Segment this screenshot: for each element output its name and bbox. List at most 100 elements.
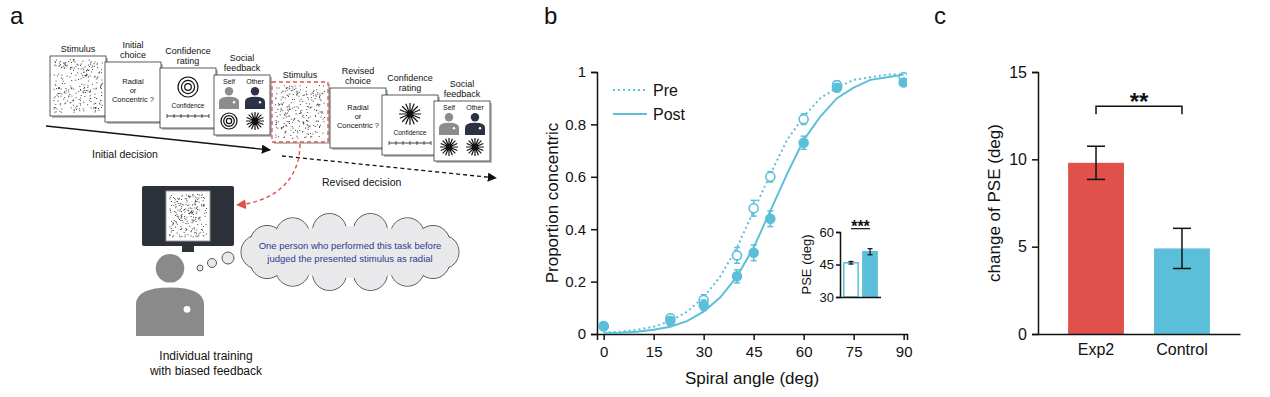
tick-label: Control xyxy=(1156,341,1208,358)
tick-mark xyxy=(1032,334,1038,336)
error-cap xyxy=(734,282,740,284)
stimulus-noise xyxy=(275,85,325,139)
data-point xyxy=(749,248,758,257)
icon-radial xyxy=(399,103,421,125)
data-point xyxy=(733,272,742,281)
plot-area xyxy=(1068,163,1210,334)
tick-label: 90 xyxy=(896,343,913,360)
error-cap xyxy=(1087,145,1105,147)
plot-area xyxy=(844,252,877,297)
data-point xyxy=(899,78,907,87)
card: SocialfeedbackSelfOther xyxy=(214,53,272,137)
card-label: Confidence xyxy=(387,73,433,83)
tick-mark xyxy=(591,177,597,179)
tick-mark xyxy=(803,334,805,340)
card-frame xyxy=(105,62,161,122)
person-badge xyxy=(479,127,481,129)
fit-line xyxy=(604,75,904,334)
panel-label: c xyxy=(934,2,946,29)
tick-label: 0 xyxy=(578,325,586,342)
card-label: Revised xyxy=(342,66,375,76)
tick-label: 15 xyxy=(1009,64,1027,81)
tick-mark xyxy=(591,124,597,126)
tick: 1 xyxy=(578,63,597,80)
data-point xyxy=(599,322,608,331)
person-body xyxy=(465,123,485,135)
tick-mark xyxy=(836,232,840,234)
scale-tick xyxy=(417,141,418,145)
error-stem xyxy=(869,249,870,255)
tick-label: 0.6 xyxy=(565,168,586,185)
card-label: rating xyxy=(399,83,422,93)
data-point xyxy=(599,322,608,331)
inset: 304560PSE (deg)*** xyxy=(799,218,881,305)
card: ConfidenceratingConfidence xyxy=(382,73,440,157)
error-cap xyxy=(767,210,773,212)
axis-line xyxy=(1039,334,1241,336)
card-frame xyxy=(50,56,106,116)
monitor xyxy=(142,186,234,246)
scale-tick xyxy=(188,114,189,118)
card-label: choice xyxy=(120,50,146,60)
person-head xyxy=(156,254,185,283)
card-frame xyxy=(434,101,490,161)
error-cap xyxy=(801,149,807,151)
card: Stimulus xyxy=(272,70,330,144)
data-point xyxy=(733,251,742,260)
error-cap xyxy=(751,200,757,202)
tick-label: 30 xyxy=(820,290,834,305)
card-text: Self xyxy=(223,78,235,85)
scale-tick xyxy=(195,114,196,118)
tick-label: 30 xyxy=(696,343,713,360)
person-body xyxy=(245,97,265,109)
icon-concentric xyxy=(221,113,237,129)
bar xyxy=(844,263,858,297)
error-cap xyxy=(848,263,853,264)
error-stem xyxy=(1181,228,1183,268)
caption: with biased feedback xyxy=(149,364,263,378)
tick-mark xyxy=(703,334,705,340)
person-badge xyxy=(453,127,455,129)
icon-concentric xyxy=(178,77,198,97)
legend-swatch xyxy=(613,113,647,115)
scale-tick xyxy=(389,141,390,145)
tick: 30 xyxy=(696,334,713,360)
axis-title: PSE (deg) xyxy=(799,235,814,295)
axis: 0153045607590 xyxy=(598,334,913,360)
icon-radial xyxy=(246,112,264,130)
tick-label: 0 xyxy=(600,343,608,360)
card-label: feedback xyxy=(224,63,261,73)
card-text: Confidence xyxy=(172,102,205,109)
card-label: rating xyxy=(177,56,200,66)
error-cap xyxy=(734,269,740,271)
scale-tick xyxy=(209,114,210,118)
scale-tick xyxy=(396,141,397,145)
bar xyxy=(1068,163,1124,334)
axis-line xyxy=(591,73,598,335)
tick: 0 xyxy=(600,334,608,360)
scale-tick xyxy=(403,141,404,145)
card: SocialfeedbackSelfOther xyxy=(434,79,492,163)
tick: 0 xyxy=(578,325,597,342)
person-head xyxy=(225,87,233,95)
card-text: Concentric ? xyxy=(337,121,379,130)
tick-label: 0.4 xyxy=(565,221,586,238)
monitor-stand xyxy=(182,246,194,252)
tick-mark xyxy=(836,264,840,266)
plot-area xyxy=(599,73,907,333)
stimulus-noise xyxy=(53,59,103,113)
annotation: ** xyxy=(1130,88,1149,115)
tick: 30 xyxy=(820,290,840,305)
axis: 00.20.40.60.81 xyxy=(565,63,597,342)
card-frame xyxy=(214,75,270,135)
data-point xyxy=(699,301,708,310)
card-text: Other xyxy=(466,104,484,111)
error-cap xyxy=(751,215,757,217)
error-bar xyxy=(848,261,853,264)
person-head xyxy=(471,113,479,121)
person-badge xyxy=(184,306,191,313)
tick-mark xyxy=(603,334,605,340)
card-label: feedback xyxy=(444,89,481,99)
error-bar xyxy=(868,249,873,255)
axis: Exp2Control xyxy=(1039,334,1241,358)
